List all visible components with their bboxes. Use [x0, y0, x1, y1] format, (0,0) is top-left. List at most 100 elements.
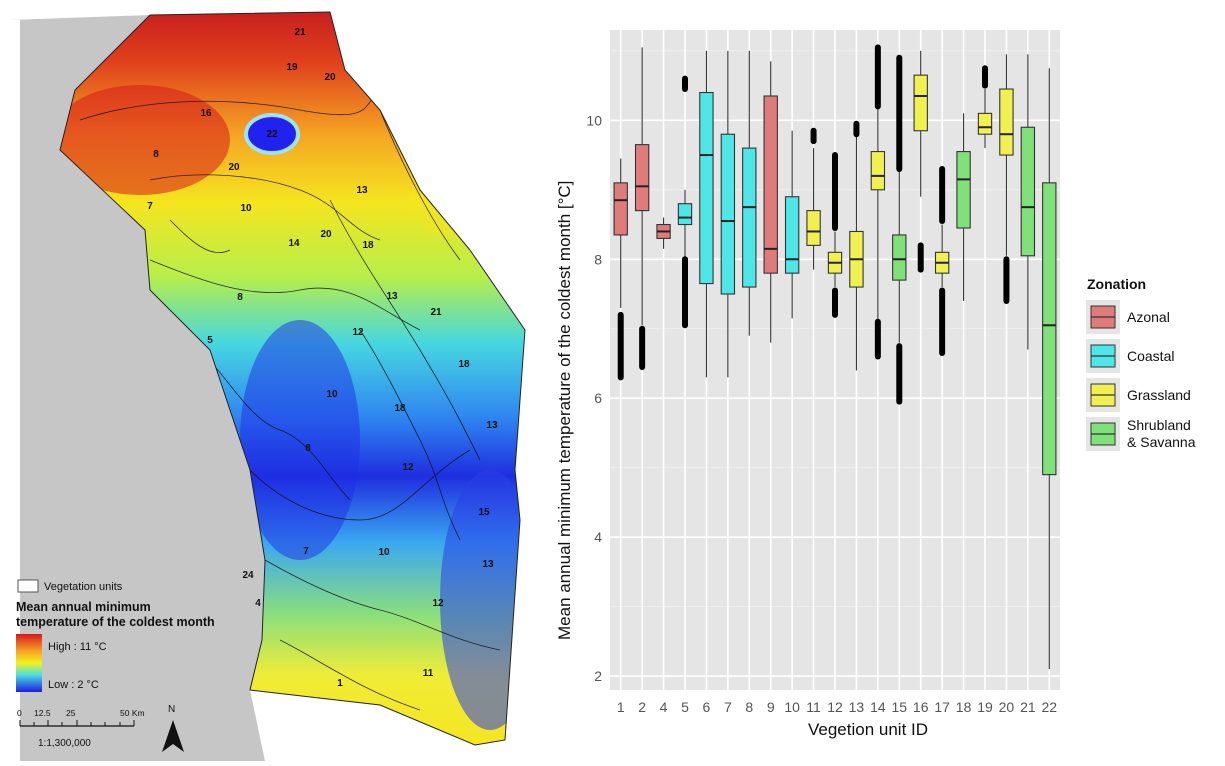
- north-arrow-icon: N: [162, 704, 184, 752]
- map-unit-label: 12: [402, 462, 414, 473]
- legend-entry: Coastal: [1086, 339, 1174, 373]
- x-tick-label: 16: [913, 699, 929, 715]
- y-tick-label: 10: [586, 112, 602, 128]
- map-unit-label: 22: [266, 129, 278, 140]
- legend-label: & Savanna: [1127, 434, 1196, 450]
- box-unit-11: [806, 127, 821, 270]
- box-layer: [613, 44, 1057, 670]
- map-unit-label: 7: [147, 201, 153, 212]
- map-unit-label: 13: [486, 420, 498, 431]
- box-iqr: [806, 210, 821, 246]
- box-unit-20: [999, 54, 1014, 304]
- map-unit-label: 21: [294, 27, 306, 38]
- box-unit-1: [613, 158, 628, 381]
- box-iqr: [763, 95, 778, 274]
- x-tick-label: 7: [724, 699, 732, 715]
- map-unit-label: 1: [337, 678, 343, 689]
- map-unit-label: 4: [255, 598, 261, 609]
- x-axis-title: Vegetion unit ID: [808, 720, 928, 739]
- map-unit-label: 10: [378, 547, 390, 558]
- temperature-color-ramp: [16, 634, 42, 692]
- box-unit-13: [849, 120, 864, 371]
- x-tick-label: 2: [638, 699, 646, 715]
- map-unit-label: 13: [482, 559, 494, 570]
- box-iqr: [913, 74, 928, 132]
- map-unit-label: 5: [207, 335, 213, 346]
- map-unit-label: 19: [286, 62, 298, 73]
- box-unit-9: [763, 61, 778, 343]
- box-iqr: [892, 234, 907, 281]
- x-tick-label: 19: [977, 699, 993, 715]
- vegetation-units-label: Vegetation units: [44, 581, 123, 593]
- map-unit-label: 13: [356, 185, 368, 196]
- box-iqr: [1042, 182, 1057, 476]
- box-unit-14: [870, 44, 886, 360]
- scale-tick-25: 25: [66, 708, 76, 718]
- legend-entry: Grassland: [1086, 378, 1191, 412]
- map-unit-label: 21: [430, 307, 442, 318]
- map-unit-label: 8: [153, 149, 159, 160]
- box-unit-16: [913, 50, 928, 273]
- scale-tick-50: 50 Km: [120, 708, 145, 718]
- scale-tick-12-5: 12.5: [34, 708, 51, 718]
- zonation-legend: Zonation Azonal Coastal Grassland Shrubland…: [1086, 276, 1196, 451]
- y-axis-title: Mean annual minimum temperature of the c…: [555, 181, 574, 640]
- legend-title: Zonation: [1087, 276, 1146, 292]
- map-legend-title-line1: Mean annual minimum: [16, 600, 151, 614]
- box-unit-2: [634, 47, 650, 370]
- box-iqr: [956, 151, 971, 229]
- x-tick-label: 10: [784, 699, 800, 715]
- map-unit-label: 7: [303, 546, 309, 557]
- map-unit-label: 16: [200, 108, 212, 119]
- x-tick-label: 5: [681, 699, 689, 715]
- box-iqr: [613, 182, 628, 236]
- y-tick-label: 2: [594, 668, 602, 684]
- map-unit-label: 11: [423, 668, 434, 679]
- dam-lake: [244, 113, 300, 155]
- box-unit-4: [656, 217, 671, 249]
- y-tick-label: 4: [594, 529, 602, 545]
- boxplot-panel: 2 4 6 8 10 1 2 4 5 6 7 8 9 10 11 12 13 14 15 16 17 18 19 20 21 2…: [540, 0, 1225, 761]
- x-tick-label: 18: [956, 699, 972, 715]
- map-legend-title-line2: temperature of the coldest month: [16, 615, 215, 629]
- box-iqr: [999, 88, 1014, 156]
- x-tick-label: 6: [703, 699, 711, 715]
- x-tick-labels: 1 2 4 5 6 7 8 9 10 11 12 13 14 15 16 17 18 19 20 21 22: [617, 699, 1057, 715]
- box-iqr: [720, 133, 736, 295]
- map-unit-label: 10: [240, 203, 252, 214]
- box-iqr: [699, 91, 714, 285]
- map-unit-label: 14: [288, 238, 300, 249]
- box-unit-7: [720, 50, 736, 378]
- map-unit-label: 24: [242, 570, 254, 581]
- scale-ratio: 1:1,300,000: [38, 738, 91, 749]
- map-unit-label: 8: [305, 443, 311, 454]
- x-tick-label: 12: [827, 699, 843, 715]
- vegetation-units-swatch: [17, 579, 39, 593]
- box-unit-21: [1020, 54, 1036, 350]
- y-tick-label: 6: [594, 390, 602, 406]
- map-unit-label: 10: [326, 389, 338, 400]
- sea-area: [10, 15, 265, 761]
- map-unit-label: 12: [352, 327, 364, 338]
- box-unit-15: [892, 54, 907, 405]
- box-iqr: [677, 203, 693, 226]
- box-unit-8: [742, 50, 757, 336]
- map-unit-label: 15: [478, 507, 490, 518]
- legend-entry: Azonal: [1086, 300, 1170, 334]
- map-unit-label: 12: [432, 598, 444, 609]
- legend-high-label: High : 11 °C: [48, 641, 107, 653]
- box-unit-10: [784, 130, 800, 319]
- legend-label: Grassland: [1127, 387, 1191, 403]
- map-unit-label: 18: [362, 240, 374, 251]
- x-tick-label: 15: [891, 699, 907, 715]
- scale-tick-0: 0: [17, 708, 22, 718]
- x-tick-label: 13: [849, 699, 865, 715]
- box-iqr: [742, 147, 757, 288]
- map-unit-label: 20: [320, 229, 332, 240]
- scale-bar: 0 12.5 25 50 Km 1:1,300,000: [17, 708, 145, 749]
- box-unit-17: [934, 165, 950, 357]
- legend-label: Azonal: [1127, 309, 1170, 325]
